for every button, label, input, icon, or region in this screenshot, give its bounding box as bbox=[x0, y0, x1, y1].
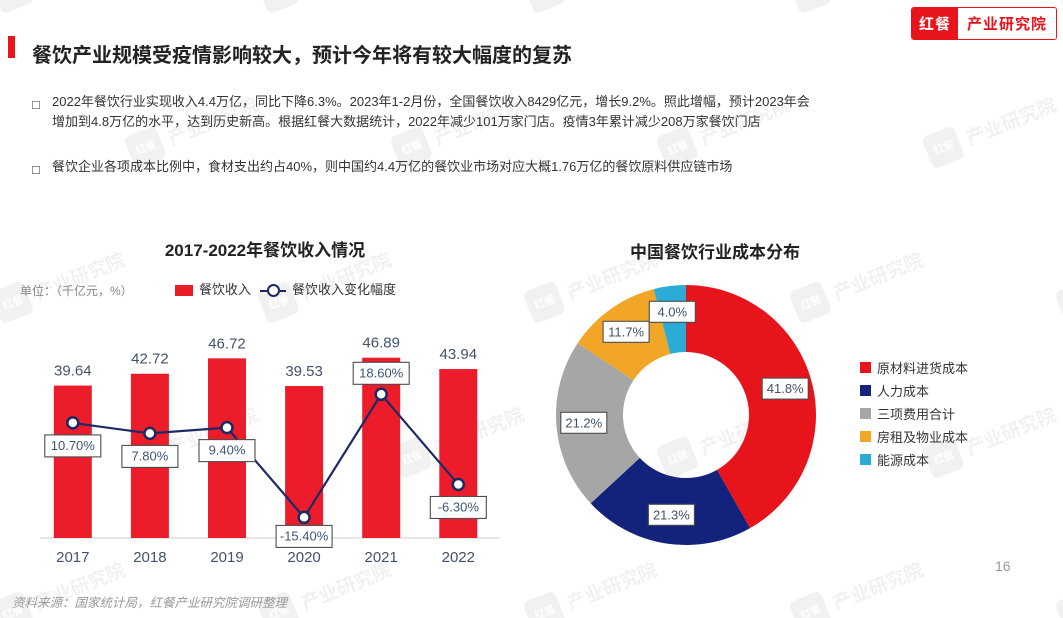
svg-text:9.40%: 9.40% bbox=[209, 443, 246, 458]
svg-text:39.64: 39.64 bbox=[54, 363, 92, 380]
svg-text:2021: 2021 bbox=[365, 549, 398, 566]
svg-text:41.8%: 41.8% bbox=[767, 381, 804, 396]
svg-text:2017: 2017 bbox=[56, 549, 89, 566]
svg-text:21.2%: 21.2% bbox=[565, 415, 602, 430]
svg-text:2018: 2018 bbox=[133, 549, 166, 566]
svg-text:7.80%: 7.80% bbox=[131, 448, 168, 463]
svg-text:42.72: 42.72 bbox=[131, 351, 169, 368]
svg-text:2019: 2019 bbox=[210, 549, 243, 566]
svg-text:-15.40%: -15.40% bbox=[280, 528, 329, 543]
svg-text:11.7%: 11.7% bbox=[608, 324, 644, 339]
svg-text:-6.30%: -6.30% bbox=[438, 499, 480, 514]
svg-text:2022: 2022 bbox=[442, 549, 475, 566]
svg-text:43.94: 43.94 bbox=[440, 346, 478, 363]
svg-text:21.3%: 21.3% bbox=[653, 507, 690, 522]
svg-text:39.53: 39.53 bbox=[285, 363, 323, 380]
svg-text:46.89: 46.89 bbox=[362, 335, 400, 352]
svg-text:10.70%: 10.70% bbox=[51, 438, 96, 453]
svg-text:46.72: 46.72 bbox=[208, 335, 246, 352]
svg-text:4.0%: 4.0% bbox=[657, 304, 687, 319]
svg-text:2020: 2020 bbox=[287, 549, 320, 566]
svg-text:18.60%: 18.60% bbox=[359, 365, 404, 380]
